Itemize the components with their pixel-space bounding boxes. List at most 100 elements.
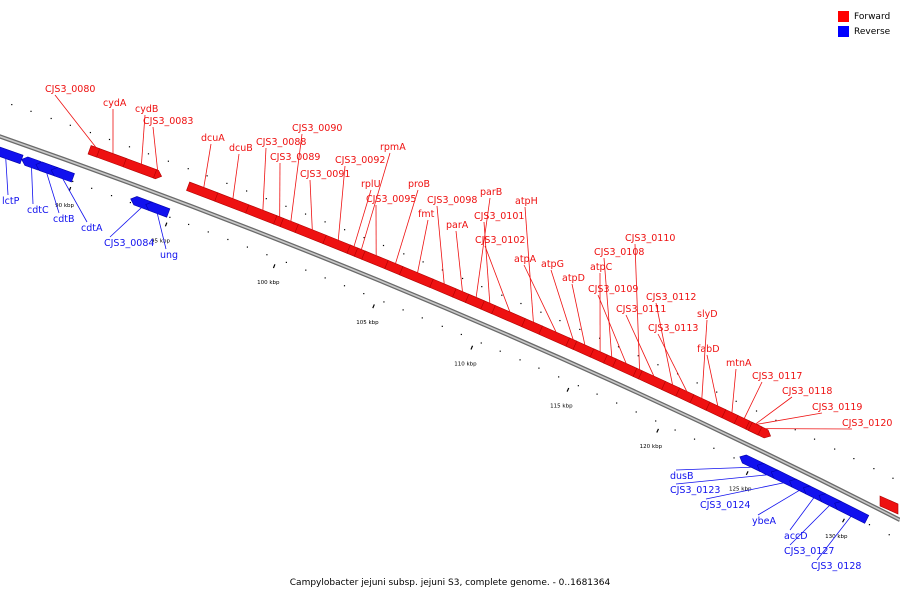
legend-item-reverse: Reverse [838,24,890,39]
gene-CJS3_0102[interactable] [491,305,529,328]
tick-minor [755,410,758,412]
gene-label: cdtB [53,214,75,225]
tick-minor [716,391,718,393]
tick-major [272,264,276,269]
tick-label: 105 kbp [356,320,379,326]
legend: Forward Reverse [838,9,890,39]
tick-minor [579,328,581,330]
gene-label: atpG [541,259,564,270]
gene-label: parB [480,187,502,198]
gene-leader [706,354,719,406]
tick-minor [304,213,307,215]
gene-leader [755,396,793,425]
gene-leader [152,126,158,171]
gene-label: CJS3_0088 [256,137,306,148]
gene-lctP[interactable] [0,145,24,165]
tick-minor [110,195,113,197]
tick-minor [363,236,365,239]
gene-label: CJS3_0119 [812,402,862,413]
tick-minor [187,168,189,170]
backbone-highlight [0,135,900,521]
gene-leader [31,167,34,205]
gene-leader [523,264,557,333]
gene-label: cydA [103,98,127,109]
tick-minor [693,438,696,440]
gene-CJS3_0120[interactable] [757,426,772,439]
gene-fmt[interactable] [399,266,437,288]
gene-cdtA[interactable] [50,167,75,183]
gene-label: CJS3_0090 [292,123,342,134]
tick-minor [402,309,404,311]
tick-minor [403,253,405,255]
gene-label: slyD [697,309,718,320]
gene-label: CJS3_0108 [594,247,644,258]
gene-leader [789,505,830,546]
tick-minor [696,382,698,384]
tick-label: 90 kbp [55,203,74,209]
gene-leader [361,152,391,250]
gene-leader [675,474,767,485]
tick-major [745,471,749,476]
tick-minor [169,216,171,218]
tick-layer: 90 kbp 95 kbp 100 kbp 105 kbp 110 kbp 115 kbp… [11,103,894,540]
tick-minor [577,385,579,387]
gene-leader [337,165,346,241]
tick-minor [246,246,249,248]
gene-leader [436,205,445,284]
tick-minor [519,359,521,361]
legend-label-reverse: Reverse [854,26,891,37]
tick-minor [713,447,715,449]
gene-leader [483,221,491,304]
gene-leader [484,245,511,312]
gene-label: atpC [590,262,613,273]
gene-label: CJS3_0083 [143,116,193,127]
tick-minor [188,223,190,226]
tick-minor [441,325,443,327]
tick-label: 130 kbp [825,534,848,540]
tick-minor [441,269,444,271]
gene-leader [417,219,429,273]
tick-minor [147,153,150,155]
tick-minor [227,238,229,241]
gene-label: CJS3_0128 [811,561,861,572]
tick-minor [108,138,111,141]
gene-leader [262,147,267,211]
tick-minor [11,103,13,106]
tick-minor [226,182,228,184]
tick-major [470,345,474,350]
gene-label: ung [160,250,178,261]
tick-label: 115 kbp [550,403,573,409]
gene-label: CJS3_0080 [45,84,95,95]
gene-label: rpmA [380,142,406,153]
leader-layer [5,94,853,561]
gene-leader [62,178,88,223]
legend-item-forward: Forward [838,9,890,24]
gene-leader [757,490,800,516]
gene-ung[interactable] [145,201,171,218]
tick-minor [324,277,326,279]
backbone-shadow [0,134,900,522]
gene-label: CJS3_0092 [335,155,385,166]
tick-minor [343,285,346,287]
gene-label: mtnA [726,358,752,369]
gene-leader [603,257,613,357]
tick-minor [461,277,464,280]
tick-minor [206,175,208,177]
gene-label: accD [784,531,808,542]
tick-minor [363,293,365,295]
gene-label: dusB [670,471,694,482]
gene-label: CJS3_0091 [300,169,350,180]
gene-layer [0,145,899,524]
gene-leader [597,294,627,364]
gene-label: atpH [515,196,538,207]
gene-partial-edge[interactable] [879,495,899,515]
tick-minor [834,448,836,450]
gene-leader [203,143,212,188]
gene-leader [290,133,303,222]
tick-minor [635,411,637,413]
tick-minor [559,319,561,322]
tick-minor [89,131,92,134]
gene-leader [657,333,688,392]
gene-CJS3_0083[interactable] [153,169,163,180]
gene-CJS3_0128[interactable] [834,501,870,524]
